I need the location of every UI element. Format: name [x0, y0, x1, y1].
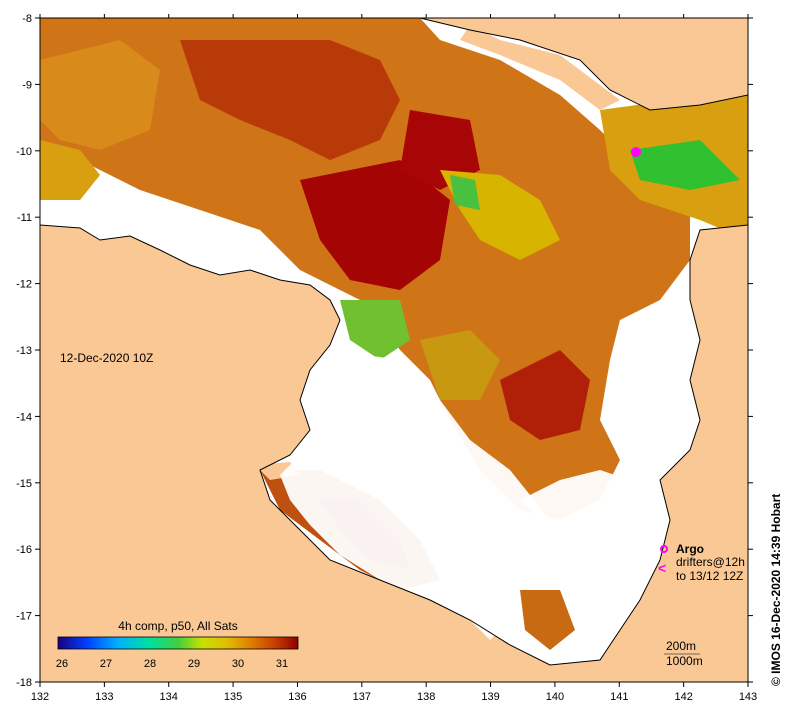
colorbar-label-29: 29 — [188, 658, 200, 670]
lat-tick-label--14: -14 — [16, 411, 32, 423]
colorbar-title: 4h comp, p50, All Sats — [118, 619, 237, 633]
colorbar-label-28: 28 — [144, 658, 156, 670]
drifters-legend-label: drifters@12h — [676, 555, 745, 569]
colorbar-labels: 26 27 28 29 30 31 — [56, 658, 288, 670]
imos-credit: © IMOS 16-Dec-2020 14:39 Hobart — [769, 494, 783, 686]
lat-tick-label--9: -9 — [22, 79, 32, 91]
argo-legend-label: Argo — [676, 542, 704, 556]
argo-float-marker — [631, 147, 641, 157]
lon-tick-label-141: 141 — [610, 691, 628, 703]
lon-tick-label-137: 137 — [353, 691, 371, 703]
colorbar-gradient — [57, 636, 299, 650]
lon-tick-label-142: 142 — [674, 691, 692, 703]
lon-tick-label-140: 140 — [546, 691, 564, 703]
lat-tick-label--16: -16 — [16, 544, 32, 556]
lon-tick-label-138: 138 — [417, 691, 435, 703]
legend: Argo < drifters@12h to 13/12 12Z 200m 10… — [658, 542, 745, 668]
colorbar-label-26: 26 — [56, 658, 68, 670]
lon-tick-label-136: 136 — [288, 691, 306, 703]
drifter-legend-icon: < — [658, 560, 666, 576]
lon-tick-label-134: 134 — [160, 691, 178, 703]
lon-tick-label-132: 132 — [31, 691, 49, 703]
lat-tick-label--11: -11 — [17, 212, 32, 224]
lat-tick-label--17: -17 — [16, 611, 32, 623]
lon-tick-label-135: 135 — [224, 691, 242, 703]
lat-tick-label--15: -15 — [16, 478, 32, 490]
sst-data-layer — [40, 18, 748, 650]
colorbar-label-30: 30 — [232, 658, 244, 670]
lat-tick-label--12: -12 — [16, 279, 32, 291]
drifters-legend-range: to 13/12 12Z — [676, 569, 743, 583]
lon-tick-label-133: 133 — [95, 691, 113, 703]
lat-tick-label--13: -13 — [16, 345, 32, 357]
lat-tick-label--18: -18 — [16, 677, 32, 689]
colorbar-label-27: 27 — [100, 658, 112, 670]
depth-200-label: 200m — [666, 639, 696, 653]
lon-axis: 132 133 134 135 136 137 138 139 140 141 142 143 — [31, 14, 757, 703]
lat-tick-label--8: -8 — [22, 13, 32, 25]
lon-tick-label-143: 143 — [739, 691, 757, 703]
date-label: 12-Dec-2020 10Z — [60, 351, 153, 365]
argo-legend-icon — [660, 545, 668, 553]
depth-1000-label: 1000m — [666, 654, 703, 668]
lat-axis: -8 -9 -10 -11 -12 -13 -14 -15 -16 -17 -18 — [16, 13, 753, 689]
lat-tick-label--10: -10 — [16, 146, 32, 158]
lon-tick-label-139: 139 — [481, 691, 499, 703]
colorbar: 4h comp, p50, All Sats 26 27 28 29 30 31 — [56, 619, 299, 670]
map-plot-area — [40, 18, 748, 682]
colorbar-label-31: 31 — [276, 658, 288, 670]
